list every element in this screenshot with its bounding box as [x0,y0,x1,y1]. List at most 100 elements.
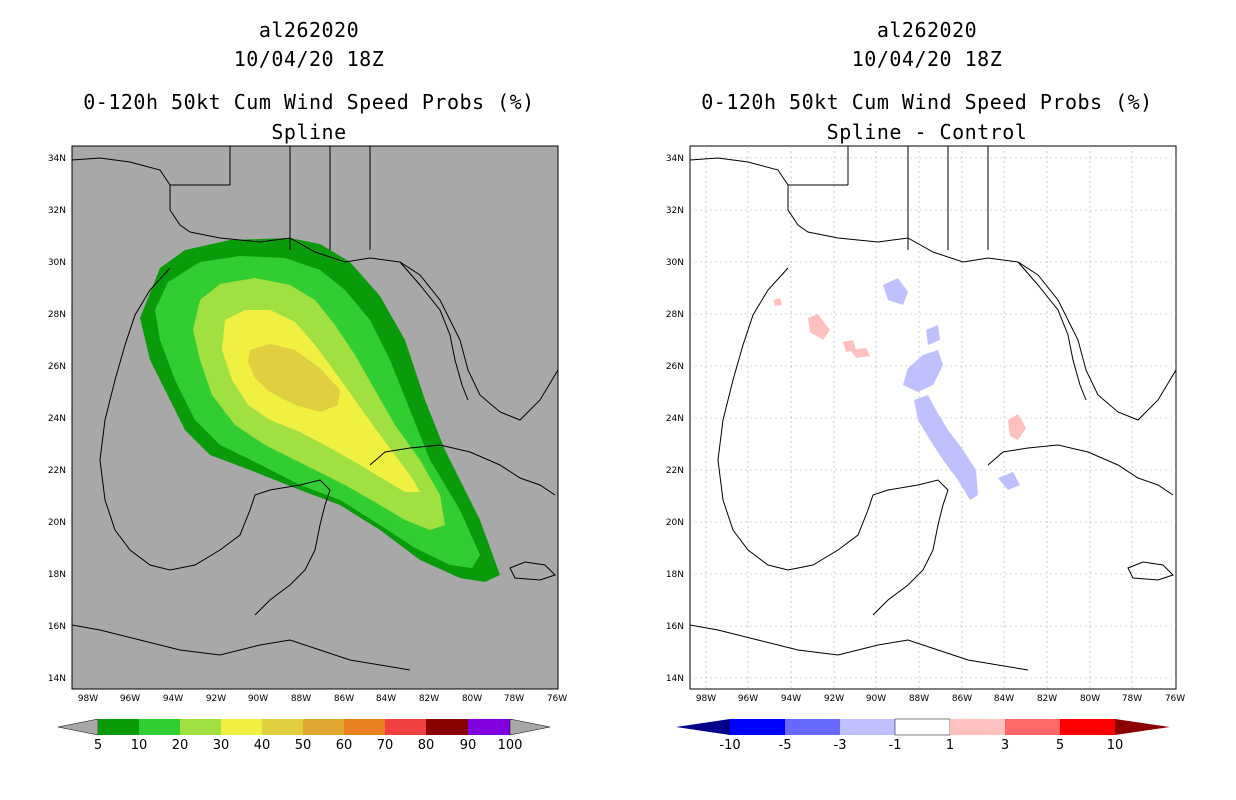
colorbar-swatch-plus5 [1060,719,1115,735]
texas-coast [99,267,331,616]
difference-contours [773,278,1026,500]
colorbar-swatch-minus10 [730,719,785,735]
central-america [71,624,411,671]
pos-blob [850,348,870,358]
lat-label: 32N [47,206,66,216]
storm-id: al262020 [258,18,360,42]
neg-blob [903,350,943,392]
lat-label: 26N [665,362,684,372]
florida [1017,261,1087,401]
colorbar-swatch-90 [468,719,510,735]
state-borders [788,146,989,250]
cuba [369,444,556,496]
lon-label: 86W [951,694,973,704]
neg-blob [926,325,940,345]
colorbar-left-arrow [57,718,99,736]
lat-label: 20N [665,518,684,528]
lon-label: 82W [1036,694,1058,704]
colorbar-label: -3 [833,738,847,753]
lon-label: 78W [1121,694,1143,704]
cuba [987,444,1174,496]
lon-label: 86W [333,694,355,704]
colorbar-label: 80 [417,738,435,753]
lat-label: 14N [665,674,684,684]
lon-label: 80W [461,694,483,704]
probability-contours [140,238,500,582]
lon-label: 92W [205,694,227,704]
colorbar-label: 1 [945,738,955,753]
map-difference [689,145,1177,690]
lon-label: 94W [162,694,184,704]
lon-label: 96W [737,694,759,704]
lon-label: 94W [780,694,802,704]
colorbar-label: -10 [719,738,741,753]
panel-subtitle: Spline [271,120,347,144]
colorbar-spline [57,718,551,736]
lon-label: 84W [993,694,1015,704]
colorbar-swatch-plus3 [1005,719,1060,735]
lon-label: 90W [247,694,269,704]
coastline [689,146,1177,671]
lon-label: 84W [375,694,397,704]
colorbar-label: 70 [376,738,394,753]
colorbar-label: 3 [1000,738,1010,753]
central-america [689,624,1029,671]
colorbar-label: 5 [1055,738,1065,753]
colorbar-swatch-40 [262,719,303,735]
coastline [71,146,559,671]
lon-label: 96W [119,694,141,704]
neg-blob [998,472,1020,490]
lon-label: 82W [418,694,440,704]
colorbar-swatch-minus5 [785,719,840,735]
colorbar-swatch-50 [303,719,344,735]
colorbar-right-arrow [1115,719,1170,735]
neg-blob [883,278,908,305]
lat-label: 16N [47,622,66,632]
colorbar-label: 90 [459,738,477,753]
datetime: 10/04/20 18Z [233,47,385,71]
colorbar-swatch-20 [180,719,221,735]
colorbar-swatch-5 [98,719,139,735]
colorbar-label: 10 [130,738,148,753]
florida [399,261,469,401]
lat-label: 24N [47,414,66,424]
jamaica [509,561,556,581]
colorbar-label: 10 [1106,738,1124,753]
lat-label: 24N [665,414,684,424]
lat-label: 32N [665,206,684,216]
colorbar-swatch-minus1 [894,718,951,736]
lat-label: 18N [665,570,684,580]
map-spline [71,145,559,690]
colorbar-swatch-plus1 [950,719,1005,735]
colorbar-swatch-30 [221,719,262,735]
product-title: 0-120h 50kt Cum Wind Speed Probs (%) [701,90,1153,114]
gulf-coast [689,157,1177,421]
lon-label: 76W [546,694,568,704]
lat-label: 26N [47,362,66,372]
lon-label: 88W [290,694,312,704]
colorbar-label: -1 [888,738,902,753]
colorbar-swatch-minus3 [840,719,895,735]
lat-label: 30N [665,258,684,268]
colorbar-left-arrow [676,719,730,735]
colorbar-label: -5 [778,738,792,753]
colorbar-swatch-10 [139,719,180,735]
storm-id: al262020 [876,18,978,42]
colorbar-label: 20 [171,738,189,753]
colorbar-swatch-60 [344,719,385,735]
lon-label: 98W [695,694,717,704]
colorbar-swatch-80 [426,719,468,735]
texas-coast [717,267,949,616]
lat-label: 16N [665,622,684,632]
lat-label: 34N [47,154,66,164]
panel-difference: al262020 10/04/20 18Z 0-120h 50kt Cum Wi… [618,0,1236,800]
colorbar-label: 5 [93,738,103,753]
lat-label: 22N [47,466,66,476]
state-borders [170,146,371,250]
jamaica [1127,561,1174,581]
product-title: 0-120h 50kt Cum Wind Speed Probs (%) [83,90,535,114]
lat-label: 14N [47,674,66,684]
lat-label: 34N [665,154,684,164]
colorbar-label: 30 [212,738,230,753]
colorbar-right-arrow [509,718,551,736]
